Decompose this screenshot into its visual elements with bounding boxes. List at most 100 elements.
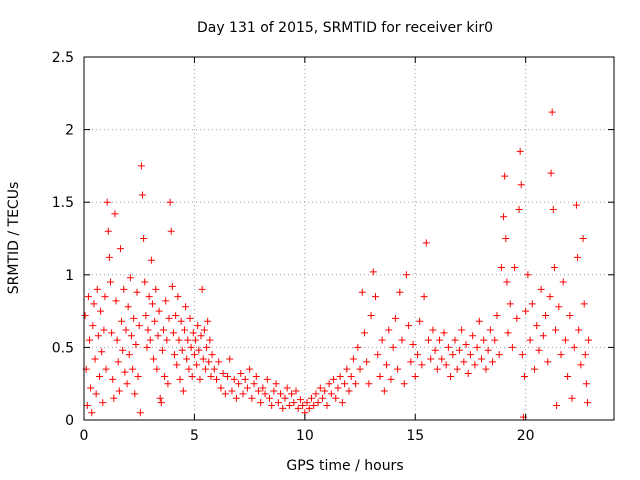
data-point (208, 351, 216, 359)
data-point (517, 181, 525, 189)
data-point (535, 346, 543, 354)
data-point (281, 394, 289, 402)
data-point (204, 317, 212, 325)
data-point (246, 365, 254, 373)
data-point (124, 303, 132, 311)
data-point (451, 336, 459, 344)
data-point (402, 271, 410, 279)
data-point (511, 264, 519, 272)
x-axis-title: GPS time / hours (286, 458, 403, 474)
data-point (548, 108, 556, 116)
data-point (385, 326, 393, 334)
data-point (196, 375, 204, 383)
data-point (480, 336, 488, 344)
data-point (363, 358, 371, 366)
data-point (323, 401, 331, 409)
data-point (579, 235, 587, 242)
chart-title: Day 131 of 2015, SRMTID for receiver kir… (197, 20, 493, 36)
data-point (453, 365, 461, 373)
data-point (108, 329, 116, 337)
data-point (169, 329, 177, 337)
data-point (460, 358, 468, 366)
data-point (103, 198, 111, 206)
data-point (277, 390, 285, 398)
data-point (378, 336, 386, 344)
data-point (221, 390, 229, 398)
data-point (429, 326, 437, 334)
data-point (433, 365, 441, 373)
data-point (581, 351, 589, 359)
data-point (112, 297, 120, 305)
data-point (187, 343, 195, 351)
data-point (133, 288, 141, 296)
axis-ticks (83, 56, 614, 421)
data-point (171, 351, 179, 359)
data-point (99, 399, 107, 407)
data-point (440, 329, 448, 337)
data-point (500, 213, 508, 221)
data-point (243, 384, 251, 392)
data-point (107, 278, 114, 286)
data-point (305, 404, 313, 412)
data-point (447, 372, 455, 380)
data-point (551, 326, 559, 334)
data-point (570, 343, 578, 351)
data-point (226, 355, 234, 363)
data-point (132, 340, 140, 348)
data-point (89, 322, 97, 330)
data-point (582, 380, 590, 388)
data-point (303, 399, 311, 407)
data-point (307, 394, 315, 402)
data-point (394, 365, 402, 373)
data-point (431, 346, 439, 354)
data-point (136, 409, 144, 417)
data-point (146, 336, 154, 344)
data-point (310, 401, 318, 409)
data-point (478, 355, 485, 363)
data-point (213, 375, 220, 383)
data-point (555, 303, 563, 311)
data-point (374, 351, 382, 359)
data-point (575, 326, 583, 334)
data-point (188, 372, 196, 380)
data-point (250, 380, 258, 388)
data-point (215, 358, 223, 366)
data-point (504, 329, 512, 337)
data-point (400, 380, 408, 388)
data-point (248, 394, 256, 402)
data-point (173, 361, 181, 369)
data-point (411, 372, 419, 380)
data-point (449, 351, 457, 359)
data-point (239, 390, 247, 398)
data-point (515, 205, 523, 213)
y-tick-label: 1 (65, 268, 74, 284)
data-point (241, 375, 249, 383)
data-point (285, 401, 293, 409)
data-point (345, 387, 353, 395)
data-point (230, 375, 238, 383)
data-point (199, 355, 207, 363)
data-point (148, 300, 156, 308)
data-point (526, 336, 534, 344)
data-point (197, 332, 205, 340)
data-point (217, 384, 225, 392)
data-point (100, 326, 108, 334)
data-point (369, 268, 377, 276)
data-point (190, 351, 198, 359)
data-point (330, 375, 338, 383)
data-point (176, 375, 184, 383)
data-point (546, 293, 554, 301)
data-point (522, 307, 530, 315)
data-point (316, 384, 324, 392)
y-tick-labels: 0 0.5 1 1.5 2 2.5 (52, 50, 74, 429)
data-point (491, 336, 499, 344)
data-point (438, 355, 446, 363)
data-point (557, 351, 565, 359)
data-point (398, 336, 406, 344)
data-point (90, 300, 98, 308)
data-point (206, 336, 214, 344)
data-point (506, 300, 514, 308)
data-point (203, 343, 211, 351)
data-point (175, 336, 183, 344)
